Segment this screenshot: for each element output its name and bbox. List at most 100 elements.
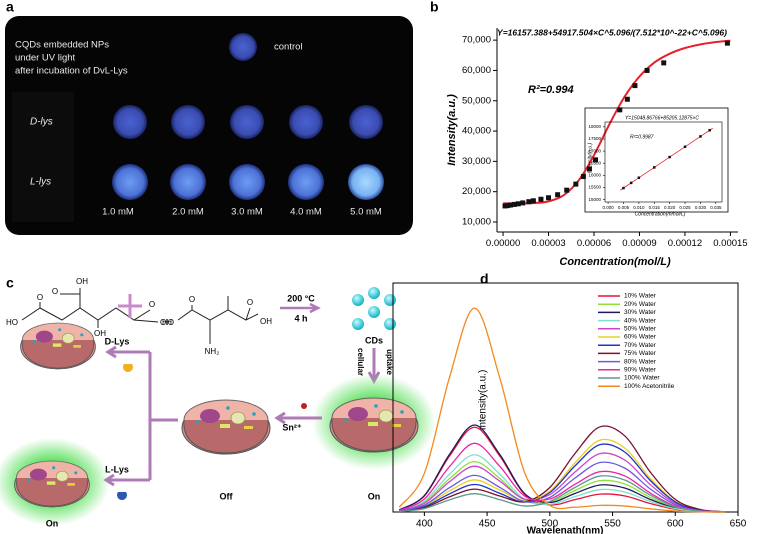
x-tick-label: 0.00000: [486, 238, 520, 249]
x-tick-label: 0.020: [664, 205, 676, 210]
x-tick-label: 0.00006: [577, 238, 611, 249]
ion-label: Sn²⁺: [282, 422, 301, 432]
x-tick-label: 550: [604, 519, 621, 530]
control-spot: [229, 33, 257, 61]
x-tick-label: 600: [667, 519, 684, 530]
concentration-label: 5.0 mM: [350, 207, 382, 218]
cd-dot: [384, 294, 396, 306]
plot-frame: [604, 121, 723, 203]
x-tick-label: 400: [416, 519, 433, 530]
atom-label: O: [189, 295, 195, 304]
bond: [39, 288, 159, 328]
state-label: Off: [220, 491, 234, 501]
data-point: [629, 181, 633, 185]
data-point: [632, 83, 638, 89]
y-axis-label: Intensity(a.u.): [446, 94, 458, 166]
row-label: L-lys: [30, 177, 51, 188]
y-tick-label: 16500: [588, 160, 601, 165]
x-tick-label: 0.030: [695, 205, 707, 210]
x-tick-label: 0.00015: [713, 238, 747, 249]
data-point: [515, 201, 521, 207]
concentration-label: 2.0 mM: [172, 207, 204, 218]
y-tick-label: 18000: [588, 124, 601, 129]
spot: [288, 164, 324, 200]
data-point: [508, 202, 514, 208]
x-axis-label: Concentration(mol/L): [559, 256, 671, 268]
series-line: [398, 307, 726, 513]
plus-sign: [118, 294, 142, 318]
state-label: On: [46, 518, 59, 528]
branch-label: D-Lys: [105, 336, 130, 346]
y-tick-label: 60,000: [462, 65, 491, 76]
y-tick-label: 15000: [588, 197, 601, 202]
equation: Y=16157.388+54917.504×C^5.096/(7.512*10^…: [497, 27, 727, 37]
branch-label: L-Lys: [105, 464, 129, 474]
x-tick-label: 0.00003: [531, 238, 565, 249]
data-point: [530, 198, 536, 204]
row-label: D-lys: [30, 117, 53, 128]
series-line: [399, 443, 726, 513]
data-point: [538, 196, 544, 202]
x-tick-label: 0.000: [602, 205, 614, 210]
series-line: [399, 442, 726, 513]
spot: [112, 164, 148, 200]
legend-label: 10% Water: [624, 293, 657, 300]
y-tick-label: 16000: [588, 173, 601, 178]
caption-line: under UV light: [15, 53, 76, 64]
x-tick-label: 0.00012: [668, 238, 702, 249]
atom-label: O: [149, 300, 155, 309]
x-tick-label: 500: [541, 519, 558, 530]
data-point: [668, 155, 671, 159]
series-line: [399, 475, 726, 513]
legend-label: 90% Water: [624, 367, 657, 374]
legend-label: 70% Water: [624, 342, 657, 349]
spot: [289, 105, 323, 139]
concentration-label: 4.0 mM: [290, 207, 322, 218]
data-point: [526, 199, 532, 205]
state-label: On: [368, 491, 381, 501]
caption-line: after incubation of DvL-Lys: [15, 66, 128, 77]
data-point: [511, 201, 517, 207]
data-point: [683, 145, 687, 149]
branch-arrows: [103, 345, 178, 487]
aspartic-labels: HO O O OH NH₂: [162, 295, 272, 356]
cd-dot: [352, 318, 364, 330]
cd-dot: [352, 294, 364, 306]
data-point: [520, 200, 526, 206]
data-point: [637, 176, 641, 179]
condition: 4 h: [294, 313, 307, 323]
legend-label: 30% Water: [624, 309, 657, 316]
cell-d: [20, 322, 96, 370]
x-axis-label: Wavelenath(nm): [527, 526, 604, 534]
concentration-label: 1.0 mM: [102, 207, 134, 218]
legend-label: 100% Acetonitrile: [624, 383, 675, 390]
y-tick-label: 20,000: [462, 186, 491, 197]
atom-label: NH₂: [205, 347, 220, 356]
y-tick-label: 70,000: [462, 35, 491, 46]
uptake-label: cellular: [356, 348, 365, 376]
data-point: [586, 166, 592, 172]
x-tick-label: 450: [479, 519, 496, 530]
series-line: [503, 39, 731, 205]
arrow: [280, 302, 321, 314]
x-tick-label: 0.035: [710, 205, 722, 210]
data-point: [724, 40, 730, 46]
spot: [171, 105, 205, 139]
x-tick-label: 0.015: [649, 205, 661, 210]
data-point: [622, 186, 625, 190]
y-tick-label: 50,000: [462, 95, 491, 106]
data-point: [505, 203, 511, 209]
control-label: control: [274, 42, 303, 53]
series-line: [399, 454, 726, 513]
x-tick-label: 650: [730, 519, 747, 530]
data-point: [502, 203, 508, 209]
legend-label: 40% Water: [624, 317, 657, 324]
cd-dot: [368, 287, 380, 299]
atom-label: O: [52, 287, 58, 296]
data-point: [555, 192, 561, 198]
caption-line: CQDs embedded NPs: [15, 40, 109, 51]
data-point: [624, 96, 630, 102]
citric-labels: O OH HO O OH O OH: [6, 277, 172, 338]
atom-label: O: [247, 298, 253, 307]
